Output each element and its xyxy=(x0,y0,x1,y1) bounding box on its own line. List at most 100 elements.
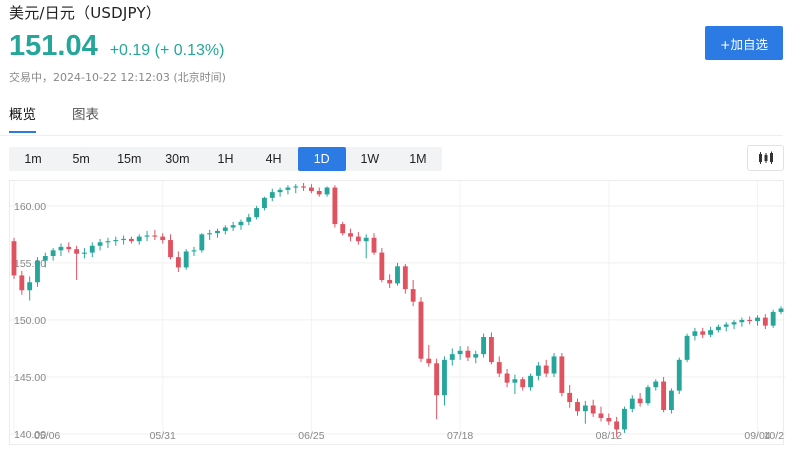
candle-body xyxy=(410,289,416,302)
period-1h[interactable]: 1H xyxy=(217,152,234,166)
x-tick-label: 08/12 xyxy=(596,430,622,442)
add-to-watchlist-button[interactable]: +加自选 xyxy=(705,26,783,60)
candle-body xyxy=(614,421,620,430)
candle-body xyxy=(692,331,698,336)
candle-body xyxy=(332,187,338,225)
x-tick-label: 10/2 xyxy=(764,430,785,442)
candle-body xyxy=(89,245,95,253)
y-tick-label: 140.00 xyxy=(14,429,46,441)
x-tick-label: 06/25 xyxy=(298,430,324,442)
candle-body xyxy=(770,311,776,326)
candle-body xyxy=(739,319,745,323)
candle-body xyxy=(215,230,220,234)
candle-body xyxy=(426,358,432,364)
period-1mo[interactable]: 1M xyxy=(409,152,427,166)
candle-body xyxy=(606,418,612,422)
period-5m[interactable]: 5m xyxy=(72,152,90,166)
candle-body xyxy=(121,238,126,241)
candle-body xyxy=(340,224,346,234)
candle-body xyxy=(285,187,291,190)
candle-body xyxy=(434,363,440,396)
tab-overview[interactable]: 概览 xyxy=(9,103,36,133)
candle-body xyxy=(395,266,400,284)
y-tick-label: 160.00 xyxy=(14,201,46,213)
candle-body xyxy=(442,359,447,396)
candle-body xyxy=(700,331,706,335)
candle-body xyxy=(645,387,651,404)
candle-body xyxy=(676,359,682,391)
candle-body xyxy=(418,301,424,359)
candle-body xyxy=(629,398,635,409)
tab-bar: 概览 图表 xyxy=(9,103,99,133)
candle-body xyxy=(669,390,674,411)
period-1m[interactable]: 1m xyxy=(24,152,42,166)
candle-body xyxy=(731,322,737,325)
candle-body xyxy=(488,337,494,363)
candle-body xyxy=(637,398,643,404)
candle-body xyxy=(293,186,299,188)
candle-body xyxy=(246,217,252,222)
candle-body xyxy=(207,233,213,235)
candle-body xyxy=(262,197,267,209)
candle-body xyxy=(543,365,549,374)
candle-body xyxy=(481,337,487,355)
candle-body xyxy=(308,187,314,191)
period-15m[interactable]: 15m xyxy=(117,152,142,166)
candle-body xyxy=(35,260,40,283)
candle-body xyxy=(183,251,189,268)
tab-divider xyxy=(0,135,783,136)
candle-body xyxy=(684,335,690,360)
tab-chart[interactable]: 图表 xyxy=(72,107,99,123)
candle-body xyxy=(465,350,471,358)
candle-body xyxy=(168,240,173,258)
candle-body xyxy=(528,375,533,388)
candle-body xyxy=(708,330,713,335)
candle-body xyxy=(551,356,557,374)
period-selector: 1m 5m 15m 30m 1H 4H 1D 1W 1M xyxy=(9,147,442,171)
candle-body xyxy=(97,242,103,246)
period-4h[interactable]: 4H xyxy=(265,152,282,166)
candle-body xyxy=(27,282,33,291)
period-1d[interactable]: 1D xyxy=(297,147,346,171)
y-tick-label: 155.00 xyxy=(14,258,46,270)
candle-body xyxy=(496,362,502,374)
candle-body xyxy=(559,356,565,393)
candle-body xyxy=(199,234,205,251)
candle-body xyxy=(762,317,768,326)
candle-body xyxy=(348,233,353,237)
candle-body xyxy=(222,227,228,231)
candle-body xyxy=(590,405,596,414)
period-30m[interactable]: 30m xyxy=(165,152,190,166)
x-tick-label: 05/31 xyxy=(150,430,176,442)
candle-body xyxy=(402,266,408,290)
candle-body xyxy=(175,257,181,268)
candle-body xyxy=(473,354,479,358)
candle-body xyxy=(11,241,17,276)
candle-body xyxy=(144,235,150,237)
candle-body xyxy=(128,238,134,242)
x-tick-label: 05/06 xyxy=(34,430,60,442)
candle-body xyxy=(113,240,119,242)
candle-body xyxy=(355,236,361,242)
candle-body xyxy=(152,235,158,237)
price-chart[interactable]: 140.00 145.00 150.00 155.00 160.00 05/06 05/31… xyxy=(9,180,785,445)
candle-body xyxy=(316,190,322,195)
candle-body xyxy=(653,381,659,388)
candle-body xyxy=(387,279,393,284)
candle-body xyxy=(575,402,580,412)
chart-type-button[interactable] xyxy=(747,145,784,171)
candle-body xyxy=(19,275,25,291)
period-1w[interactable]: 1W xyxy=(360,152,380,166)
candle-body xyxy=(755,317,760,322)
candle-body xyxy=(363,237,369,242)
candle-body xyxy=(191,250,197,252)
candle-body xyxy=(457,350,463,355)
page-title: 美元/日元（USDJPY） xyxy=(9,4,162,22)
candle-body xyxy=(74,249,80,254)
candle-body xyxy=(66,246,72,250)
candle-body xyxy=(136,236,142,242)
candlestick-icon xyxy=(758,151,773,164)
candle-body xyxy=(598,413,604,419)
candle-body xyxy=(723,324,729,327)
y-tick-label: 150.00 xyxy=(14,315,46,327)
